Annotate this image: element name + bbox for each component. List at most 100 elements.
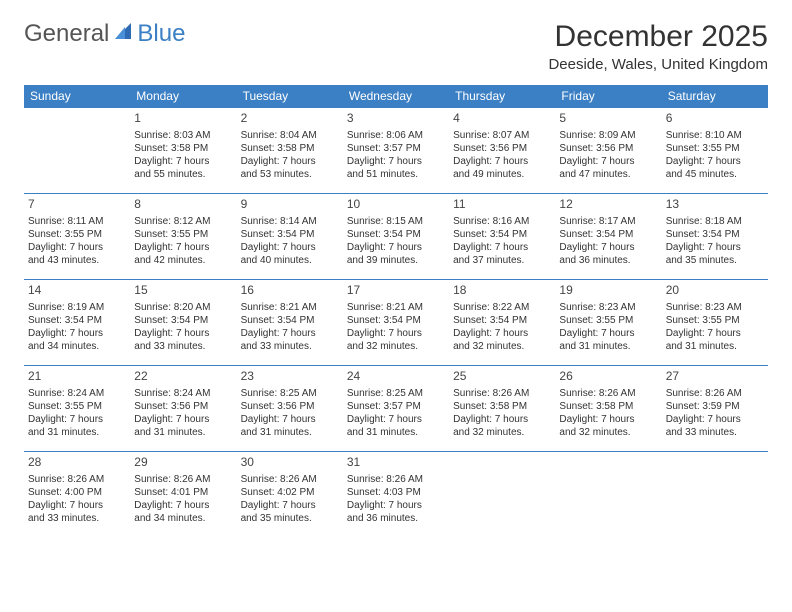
week-row: 14Sunrise: 8:19 AMSunset: 3:54 PMDayligh… — [24, 280, 768, 366]
sun-time: Sunrise: 8:15 AM — [347, 215, 445, 228]
daylight-text: and 53 minutes. — [241, 168, 339, 181]
daylight-text: Daylight: 7 hours — [559, 413, 657, 426]
day-header: Monday — [130, 85, 236, 108]
daylight-text: and 39 minutes. — [347, 254, 445, 267]
daylight-text: Daylight: 7 hours — [453, 155, 551, 168]
sun-time: Sunset: 3:55 PM — [28, 400, 126, 413]
sun-time: Sunrise: 8:22 AM — [453, 301, 551, 314]
sun-time: Sunrise: 8:26 AM — [134, 473, 232, 486]
sun-time: Sunrise: 8:18 AM — [666, 215, 764, 228]
week-row: 21Sunrise: 8:24 AMSunset: 3:55 PMDayligh… — [24, 366, 768, 452]
sun-time: Sunrise: 8:17 AM — [559, 215, 657, 228]
sun-time: Sunrise: 8:21 AM — [241, 301, 339, 314]
sun-time: Sunset: 3:57 PM — [347, 142, 445, 155]
day-cell: 24Sunrise: 8:25 AMSunset: 3:57 PMDayligh… — [343, 366, 449, 452]
sun-time: Sunset: 3:58 PM — [134, 142, 232, 155]
day-number: 26 — [559, 369, 657, 385]
daylight-text: Daylight: 7 hours — [453, 327, 551, 340]
daylight-text: Daylight: 7 hours — [666, 413, 764, 426]
sun-time: Sunset: 3:56 PM — [559, 142, 657, 155]
logo-sail-icon — [113, 20, 133, 48]
sun-time: Sunrise: 8:25 AM — [241, 387, 339, 400]
day-number: 9 — [241, 197, 339, 213]
sun-time: Sunset: 3:59 PM — [666, 400, 764, 413]
page-header: General Blue December 2025 Deeside, Wale… — [24, 20, 768, 73]
day-cell: 26Sunrise: 8:26 AMSunset: 3:58 PMDayligh… — [555, 366, 661, 452]
sun-time: Sunrise: 8:11 AM — [28, 215, 126, 228]
sun-time: Sunrise: 8:26 AM — [559, 387, 657, 400]
sun-time: Sunrise: 8:26 AM — [241, 473, 339, 486]
daylight-text: and 42 minutes. — [134, 254, 232, 267]
daylight-text: and 47 minutes. — [559, 168, 657, 181]
daylight-text: and 40 minutes. — [241, 254, 339, 267]
daylight-text: Daylight: 7 hours — [28, 327, 126, 340]
sun-time: Sunrise: 8:07 AM — [453, 129, 551, 142]
day-number: 16 — [241, 283, 339, 299]
sun-time: Sunset: 3:54 PM — [347, 314, 445, 327]
day-cell: 11Sunrise: 8:16 AMSunset: 3:54 PMDayligh… — [449, 194, 555, 280]
sun-time: Sunrise: 8:12 AM — [134, 215, 232, 228]
daylight-text: and 43 minutes. — [28, 254, 126, 267]
daylight-text: and 33 minutes. — [241, 340, 339, 353]
sun-time: Sunrise: 8:21 AM — [347, 301, 445, 314]
daylight-text: Daylight: 7 hours — [241, 499, 339, 512]
day-cell: 16Sunrise: 8:21 AMSunset: 3:54 PMDayligh… — [237, 280, 343, 366]
daylight-text: Daylight: 7 hours — [134, 155, 232, 168]
day-number: 15 — [134, 283, 232, 299]
location-text: Deeside, Wales, United Kingdom — [548, 56, 768, 73]
daylight-text: and 55 minutes. — [134, 168, 232, 181]
sun-time: Sunset: 4:00 PM — [28, 486, 126, 499]
day-cell: 18Sunrise: 8:22 AMSunset: 3:54 PMDayligh… — [449, 280, 555, 366]
daylight-text: and 31 minutes. — [559, 340, 657, 353]
sun-time: Sunrise: 8:06 AM — [347, 129, 445, 142]
daylight-text: and 35 minutes. — [241, 512, 339, 525]
sun-time: Sunset: 3:58 PM — [241, 142, 339, 155]
sun-time: Sunrise: 8:26 AM — [453, 387, 551, 400]
day-cell: 27Sunrise: 8:26 AMSunset: 3:59 PMDayligh… — [662, 366, 768, 452]
day-number: 17 — [347, 283, 445, 299]
daylight-text: and 32 minutes. — [347, 340, 445, 353]
sun-time: Sunset: 3:54 PM — [241, 314, 339, 327]
daylight-text: and 31 minutes. — [28, 426, 126, 439]
sun-time: Sunset: 4:01 PM — [134, 486, 232, 499]
day-cell: 7Sunrise: 8:11 AMSunset: 3:55 PMDaylight… — [24, 194, 130, 280]
sun-time: Sunset: 3:56 PM — [241, 400, 339, 413]
daylight-text: Daylight: 7 hours — [241, 241, 339, 254]
sun-time: Sunset: 3:55 PM — [666, 314, 764, 327]
daylight-text: and 34 minutes. — [134, 512, 232, 525]
daylight-text: and 51 minutes. — [347, 168, 445, 181]
day-cell — [449, 452, 555, 538]
daylight-text: and 31 minutes. — [666, 340, 764, 353]
day-header: Sunday — [24, 85, 130, 108]
sun-time: Sunrise: 8:04 AM — [241, 129, 339, 142]
daylight-text: and 33 minutes. — [666, 426, 764, 439]
daylight-text: Daylight: 7 hours — [453, 241, 551, 254]
daylight-text: Daylight: 7 hours — [347, 413, 445, 426]
sun-time: Sunrise: 8:23 AM — [666, 301, 764, 314]
sun-time: Sunset: 3:54 PM — [347, 228, 445, 241]
sun-time: Sunset: 3:55 PM — [28, 228, 126, 241]
sun-time: Sunset: 3:54 PM — [453, 228, 551, 241]
day-cell: 30Sunrise: 8:26 AMSunset: 4:02 PMDayligh… — [237, 452, 343, 538]
sun-time: Sunset: 3:55 PM — [134, 228, 232, 241]
logo: General Blue — [24, 20, 185, 48]
day-cell: 4Sunrise: 8:07 AMSunset: 3:56 PMDaylight… — [449, 108, 555, 194]
sun-time: Sunrise: 8:20 AM — [134, 301, 232, 314]
sun-time: Sunset: 3:54 PM — [134, 314, 232, 327]
day-number: 11 — [453, 197, 551, 213]
logo-text-blue: Blue — [137, 20, 185, 48]
daylight-text: Daylight: 7 hours — [241, 155, 339, 168]
daylight-text: and 33 minutes. — [134, 340, 232, 353]
day-cell — [24, 108, 130, 194]
day-header: Thursday — [449, 85, 555, 108]
day-cell: 15Sunrise: 8:20 AMSunset: 3:54 PMDayligh… — [130, 280, 236, 366]
day-cell — [555, 452, 661, 538]
day-number: 19 — [559, 283, 657, 299]
sun-time: Sunset: 3:55 PM — [666, 142, 764, 155]
day-number: 12 — [559, 197, 657, 213]
daylight-text: Daylight: 7 hours — [134, 413, 232, 426]
week-row: 7Sunrise: 8:11 AMSunset: 3:55 PMDaylight… — [24, 194, 768, 280]
day-cell: 31Sunrise: 8:26 AMSunset: 4:03 PMDayligh… — [343, 452, 449, 538]
day-number: 6 — [666, 111, 764, 127]
sun-time: Sunrise: 8:26 AM — [666, 387, 764, 400]
